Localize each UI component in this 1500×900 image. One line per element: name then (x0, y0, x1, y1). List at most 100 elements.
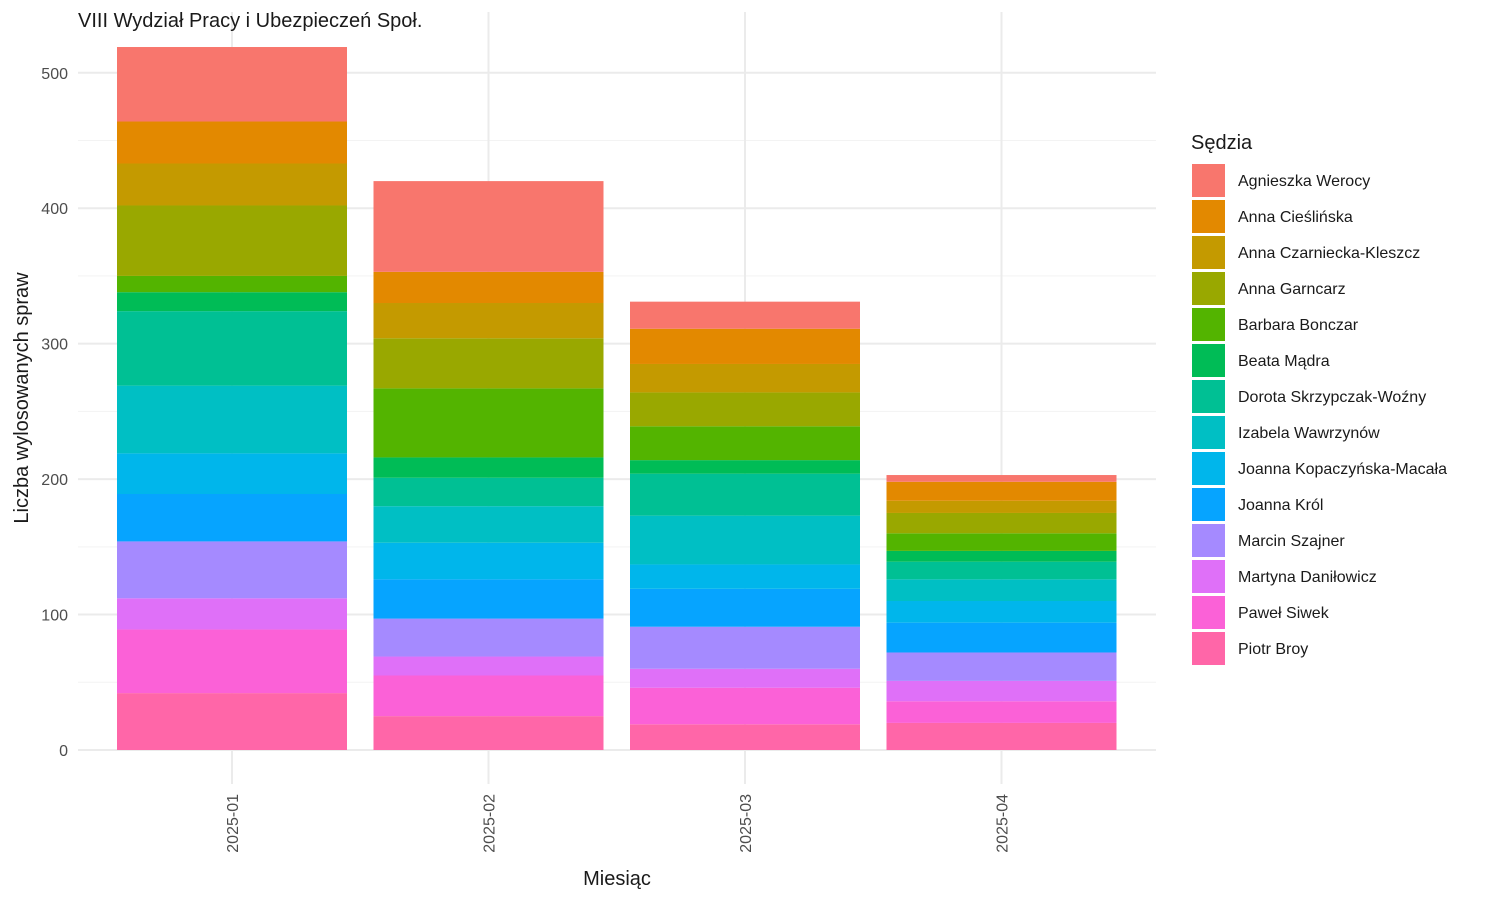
bar-segment (630, 392, 860, 427)
bar-segment (630, 515, 860, 565)
y-tick-label: 0 (59, 743, 68, 760)
legend-swatch (1192, 272, 1225, 305)
bar-segment (373, 271, 604, 304)
legend-swatch (1192, 596, 1225, 629)
bar-segment (117, 493, 347, 542)
bar-segment (886, 579, 1117, 602)
legend-swatch (1192, 200, 1225, 233)
bar-segment (886, 512, 1117, 534)
legend-label: Anna Cieślińska (1238, 209, 1353, 226)
y-tick-label: 400 (41, 201, 68, 218)
y-tick-label: 300 (41, 337, 68, 354)
y-tick-label: 200 (41, 472, 68, 489)
x-tick-label: 2025-01 (225, 794, 242, 853)
legend-label: Paweł Siwek (1238, 605, 1330, 622)
legend-swatch (1192, 380, 1225, 413)
bar-segment (117, 205, 347, 276)
legend-swatch (1192, 344, 1225, 377)
bar-segment (886, 652, 1117, 681)
legend-swatch (1192, 524, 1225, 557)
y-axis: 0 100 200 300 400 500 (41, 66, 68, 760)
bar-segment (373, 656, 604, 676)
bar-segment (630, 301, 860, 329)
y-axis-title: Liczba wylosowanych spraw (11, 272, 33, 524)
legend: Sędzia Agnieszka Werocy Anna Cieślińska An… (1191, 132, 1447, 665)
bar-segment (117, 598, 347, 630)
x-tick-label: 2025-03 (738, 794, 755, 853)
bar-segment (630, 426, 860, 461)
bar-segment (373, 303, 604, 339)
bar-segment (373, 675, 604, 717)
bar-segment (373, 542, 604, 580)
legend-swatch (1192, 416, 1225, 449)
x-tick-label: 2025-02 (482, 794, 499, 853)
bar-segment (630, 564, 860, 589)
bar-segment (886, 601, 1117, 623)
bar-segment (886, 701, 1117, 723)
x-axis-title: Miesiąc (583, 868, 651, 890)
bar-segment (630, 687, 860, 725)
bar-segment (117, 311, 347, 386)
bar-segment (373, 338, 604, 389)
bar-segment (117, 385, 347, 454)
bar-segment (630, 328, 860, 364)
legend-label: Agnieszka Werocy (1238, 173, 1370, 190)
legend-swatch (1192, 488, 1225, 521)
bar-segment (117, 275, 347, 293)
legend-label: Martyna Daniłowicz (1238, 569, 1377, 586)
bar-segment (886, 475, 1117, 482)
y-tick-label: 500 (41, 66, 68, 83)
y-tick-label: 100 (41, 608, 68, 625)
bar-segment (373, 181, 604, 272)
x-axis: 2025-01 2025-02 2025-03 2025-04 (225, 794, 1012, 853)
legend-swatch (1192, 632, 1225, 665)
legend-swatch (1192, 236, 1225, 269)
bar-segment (886, 500, 1117, 513)
legend-swatch (1192, 164, 1225, 197)
legend-label: Anna Garncarz (1238, 281, 1346, 298)
bar-segment (630, 626, 860, 669)
legend-swatch (1192, 452, 1225, 485)
bar-segment (630, 668, 860, 688)
legend-label: Joanna Kopaczyńska-Macała (1238, 461, 1447, 478)
bar-segment (373, 579, 604, 619)
bar-segment (117, 292, 347, 312)
legend-swatch (1192, 308, 1225, 341)
bar-segment (630, 473, 860, 516)
bar-segment (117, 121, 347, 164)
bar-segment (117, 453, 347, 494)
bars (117, 47, 1117, 750)
chart-title: VIII Wydział Pracy i Ubezpieczeń Społ. (78, 10, 422, 32)
legend-label: Anna Czarniecka-Kleszcz (1238, 245, 1420, 262)
bar-segment (630, 363, 860, 393)
legend-label: Marcin Szajner (1238, 533, 1345, 550)
bar-segment (886, 550, 1117, 562)
x-tick-label: 2025-04 (995, 794, 1012, 853)
bar-segment (373, 477, 604, 507)
bar-segment (630, 460, 860, 474)
bar-segment (373, 618, 604, 657)
bar-segment (117, 629, 347, 694)
legend-label: Barbara Bonczar (1238, 317, 1359, 334)
legend-label: Piotr Broy (1238, 641, 1308, 658)
bar-segment (630, 724, 860, 750)
bar-segment (373, 506, 604, 543)
bar-segment (886, 561, 1117, 580)
bar-segment (117, 47, 347, 122)
legend-label: Dorota Skrzypczak-Woźny (1238, 389, 1426, 406)
bar-segment (886, 481, 1117, 501)
bar-segment (886, 722, 1117, 750)
legend-swatch (1192, 560, 1225, 593)
legend-label: Izabela Wawrzynów (1238, 425, 1380, 442)
legend-label: Beata Mądra (1238, 353, 1330, 370)
bar-segment (117, 163, 347, 206)
bar-segment (886, 680, 1117, 702)
legend-title: Sędzia (1191, 132, 1253, 154)
bar-segment (886, 533, 1117, 551)
bar-segment (373, 457, 604, 478)
legend-label: Joanna Król (1238, 497, 1323, 514)
bar-segment (373, 716, 604, 750)
bar-segment (630, 588, 860, 627)
bar-segment (886, 622, 1117, 653)
